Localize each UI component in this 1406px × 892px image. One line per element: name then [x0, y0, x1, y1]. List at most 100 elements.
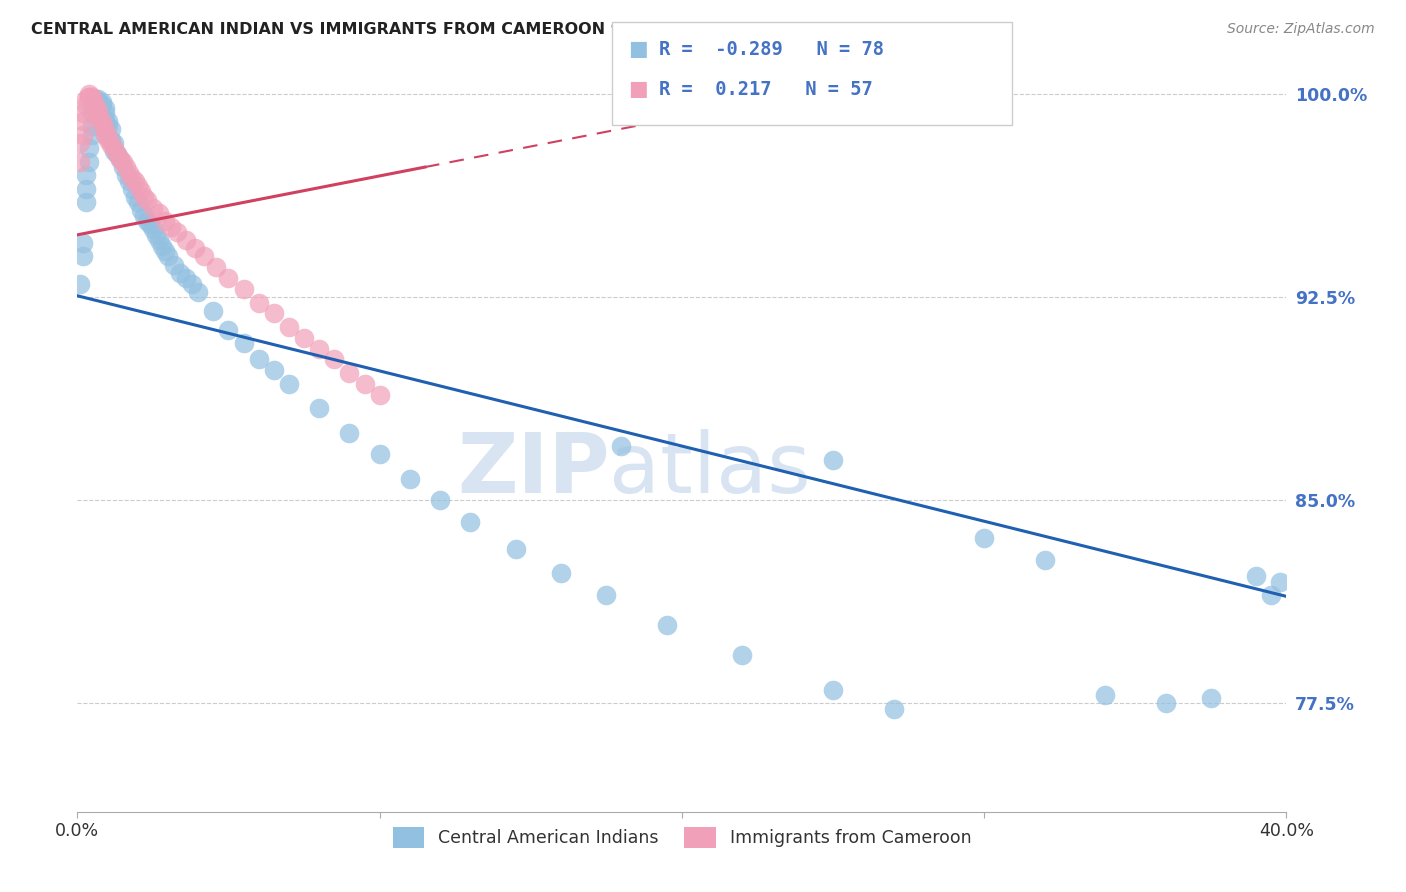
Point: [93, 122, 115, 136]
Point: [118, 165, 141, 179]
Point: [75, 92, 97, 106]
Point: [247, 295, 270, 310]
Point: [129, 203, 152, 218]
Point: [1154, 697, 1177, 711]
Point: [883, 702, 905, 716]
Text: ■: ■: [628, 39, 648, 59]
Point: [93, 106, 115, 120]
Point: [82, 120, 104, 134]
Point: [142, 201, 165, 215]
Point: [121, 170, 143, 185]
Point: [655, 617, 678, 632]
Point: [337, 366, 360, 380]
Point: [278, 376, 301, 391]
Point: [169, 266, 191, 280]
Point: [129, 185, 152, 199]
Point: [150, 238, 173, 252]
Point: [69, 277, 91, 291]
Point: [124, 190, 146, 204]
Point: [79, 87, 101, 101]
Point: [232, 336, 254, 351]
Point: [550, 566, 572, 581]
Point: [429, 493, 451, 508]
Point: [87, 92, 110, 106]
Point: [79, 154, 101, 169]
Point: [263, 363, 285, 377]
Point: [205, 260, 228, 275]
Text: ZIP: ZIP: [457, 428, 609, 509]
Point: [103, 141, 125, 155]
Point: [458, 515, 481, 529]
Text: Source: ZipAtlas.com: Source: ZipAtlas.com: [1227, 22, 1375, 37]
Point: [174, 233, 197, 247]
Point: [731, 648, 754, 662]
Text: ■: ■: [628, 79, 648, 99]
Point: [308, 401, 330, 416]
Point: [75, 182, 97, 196]
Point: [1033, 553, 1056, 567]
Point: [114, 160, 136, 174]
Point: [75, 195, 97, 210]
Point: [82, 89, 104, 103]
Point: [103, 136, 125, 150]
Point: [232, 282, 254, 296]
Point: [610, 439, 633, 453]
Point: [505, 541, 527, 556]
Point: [124, 174, 146, 188]
Point: [100, 122, 122, 136]
Point: [127, 179, 149, 194]
Point: [108, 152, 131, 166]
Point: [75, 168, 97, 182]
Point: [135, 214, 157, 228]
Point: [218, 271, 240, 285]
Point: [72, 114, 94, 128]
Point: [163, 258, 186, 272]
Point: [1199, 690, 1222, 705]
Point: [84, 101, 107, 115]
Point: [96, 130, 118, 145]
Point: [218, 323, 240, 337]
Point: [90, 95, 112, 109]
Point: [368, 387, 391, 401]
Point: [93, 128, 115, 142]
Point: [87, 103, 110, 118]
Point: [148, 206, 170, 220]
Point: [132, 190, 155, 204]
Point: [93, 114, 115, 128]
Point: [75, 98, 97, 112]
Point: [82, 92, 104, 106]
Point: [157, 250, 180, 264]
Text: R =  -0.289   N = 78: R = -0.289 N = 78: [659, 39, 884, 59]
Point: [93, 101, 115, 115]
Point: [114, 168, 136, 182]
Point: [90, 98, 112, 112]
Point: [1094, 688, 1116, 702]
Point: [323, 352, 346, 367]
Point: [247, 352, 270, 367]
Point: [595, 588, 617, 602]
Point: [82, 95, 104, 109]
Point: [337, 425, 360, 440]
Point: [87, 109, 110, 123]
Legend: Central American Indians, Immigrants from Cameroon: Central American Indians, Immigrants fro…: [385, 820, 979, 855]
Point: [87, 95, 110, 109]
Point: [153, 214, 176, 228]
Point: [184, 241, 207, 255]
Point: [90, 114, 112, 128]
Text: R =  0.217   N = 57: R = 0.217 N = 57: [659, 79, 873, 99]
Point: [181, 277, 204, 291]
Point: [96, 133, 118, 147]
Point: [84, 92, 107, 106]
Point: [132, 209, 155, 223]
Point: [142, 222, 165, 236]
Point: [103, 144, 125, 158]
Point: [79, 89, 101, 103]
Text: atlas: atlas: [609, 428, 811, 509]
Point: [973, 531, 995, 545]
Point: [187, 285, 209, 299]
Point: [1260, 588, 1282, 602]
Point: [118, 174, 141, 188]
Point: [821, 452, 844, 467]
Point: [263, 306, 285, 320]
Point: [399, 472, 422, 486]
